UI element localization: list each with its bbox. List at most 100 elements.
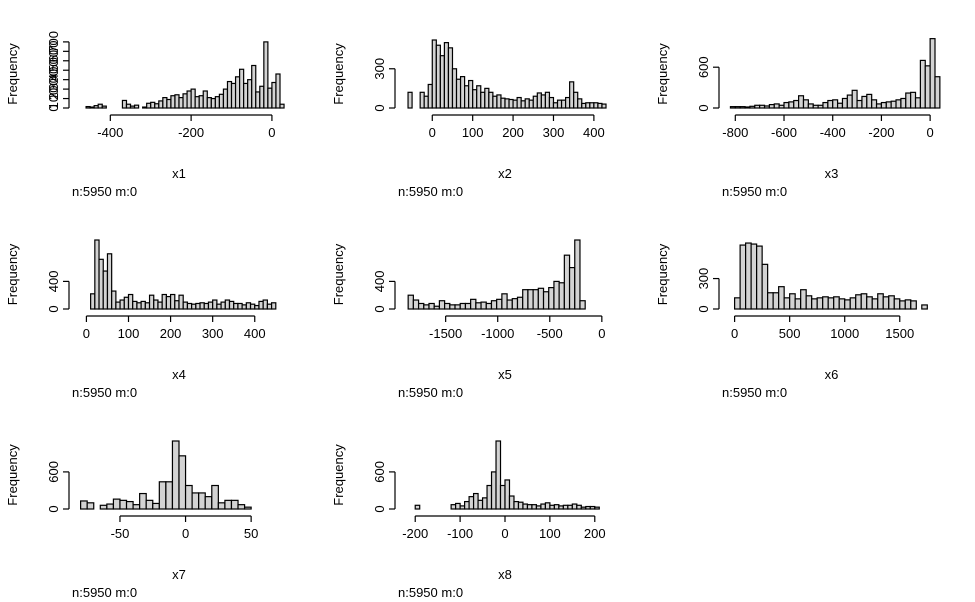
histogram-bar (802, 99, 809, 109)
histogram-bar (522, 503, 529, 510)
histogram-bar (468, 79, 474, 109)
histogram-bar (262, 299, 268, 310)
histogram-bar (435, 44, 441, 109)
histogram-bar (438, 300, 446, 310)
x-tick-label: 200 (502, 125, 524, 140)
histogram-bar (271, 81, 277, 109)
histogram-bar (798, 95, 805, 109)
x-tick-label: -400 (97, 125, 123, 140)
histogram-panel-x1: -400 -200 00100200300400500600700Frequency… (5, 31, 285, 199)
x-tick-label: 200 (584, 526, 606, 541)
histogram-bar (838, 298, 846, 310)
histogram-bar (146, 102, 152, 109)
x-tick-label: 1500 (885, 326, 914, 341)
histogram-bar (571, 503, 578, 510)
histogram-bar (125, 500, 134, 510)
histogram-bar (560, 99, 567, 109)
histogram-bar (166, 98, 172, 109)
histogram-bar (119, 499, 128, 510)
histogram-bar (158, 481, 167, 510)
histogram-bar (182, 301, 189, 310)
x-tick-label: 200 (160, 326, 182, 341)
histogram-bar (150, 101, 156, 109)
histogram-bar (226, 80, 233, 109)
histogram-bar (866, 296, 873, 310)
histogram-bar (856, 99, 863, 109)
histogram-bar (218, 93, 225, 109)
histogram-bar (161, 293, 167, 310)
histogram-bar (496, 298, 503, 310)
histogram-bar (174, 94, 180, 109)
histogram-bar (794, 298, 802, 310)
x-tick-label: -200 (402, 526, 428, 541)
histogram-bar (511, 298, 519, 310)
histogram-bar (910, 300, 917, 310)
histogram-bar (142, 106, 148, 109)
y-tick-label: 300 (372, 58, 387, 80)
histogram-bar (275, 73, 281, 109)
histogram-bar (549, 504, 555, 510)
histogram-bar (230, 82, 237, 109)
histogram-bar (811, 298, 818, 310)
histogram-bar (910, 91, 917, 109)
histogram-bar (729, 106, 736, 109)
histogram-bar (145, 499, 154, 510)
histogram-bar (270, 302, 277, 310)
histogram-bar (102, 270, 109, 310)
histogram-bar (169, 293, 176, 310)
histogram-bar (464, 302, 472, 310)
histogram-bar (111, 290, 117, 310)
histogram-bar (504, 98, 510, 109)
x-tick-label: -800 (722, 125, 748, 140)
histogram-bar (540, 94, 546, 109)
histogram-panel-x4: 0 100 200 300 400 0 400 Frequency x4 n:5950 m:0 (5, 239, 277, 400)
histogram-bar (480, 301, 487, 310)
y-tick-label: 600 (46, 40, 61, 62)
histogram-bar (488, 91, 494, 109)
y-tick-label: 0 (696, 104, 711, 111)
histogram-bar (558, 282, 565, 310)
y-axis-label: Frequency (655, 43, 670, 105)
histogram-bar (247, 79, 253, 109)
histogram-bar (564, 96, 571, 109)
histogram-bar (513, 500, 520, 510)
histogram-bar (486, 484, 493, 510)
histogram-bar (99, 504, 108, 510)
y-axis-label: Frequency (655, 243, 670, 305)
histogram-bar (222, 88, 229, 109)
y-tick-label: 0 (372, 505, 387, 512)
histogram-bar (882, 296, 890, 310)
histogram-bar (904, 299, 912, 310)
histogram-bar (267, 87, 273, 109)
histogram-bar (827, 297, 835, 310)
y-axis-label: Frequency (5, 243, 20, 305)
histogram-bar (934, 76, 941, 109)
histogram-bar (243, 82, 249, 109)
histogram-bar (190, 88, 196, 109)
histogram-bar (556, 99, 563, 109)
histogram-bar (914, 97, 921, 109)
histogram-bar (464, 500, 470, 510)
histogram-bar (532, 289, 539, 310)
x-axis-label: x7 (172, 567, 186, 582)
histogram-bar (833, 296, 840, 310)
histogram-bar (431, 39, 437, 109)
histogram-bar (563, 254, 571, 310)
histogram-bar (106, 253, 113, 310)
histogram-bar (871, 99, 878, 109)
sample-count-caption: n:5950 m:0 (398, 184, 463, 199)
histogram-bar (254, 304, 260, 310)
histogram-bar (558, 505, 564, 510)
histogram-bar (919, 59, 926, 109)
x-tick-label: 0 (927, 125, 934, 140)
y-tick-label: 400 (46, 271, 61, 293)
histogram-bar (423, 95, 429, 109)
histogram-bar (812, 104, 819, 109)
histogram-bar (500, 97, 506, 109)
histogram-bar (178, 294, 184, 310)
histogram-bar (428, 302, 435, 310)
histogram-bar (220, 301, 226, 310)
histogram-bar (589, 505, 596, 510)
histogram-bar (577, 98, 583, 109)
histogram-bar (154, 103, 160, 109)
